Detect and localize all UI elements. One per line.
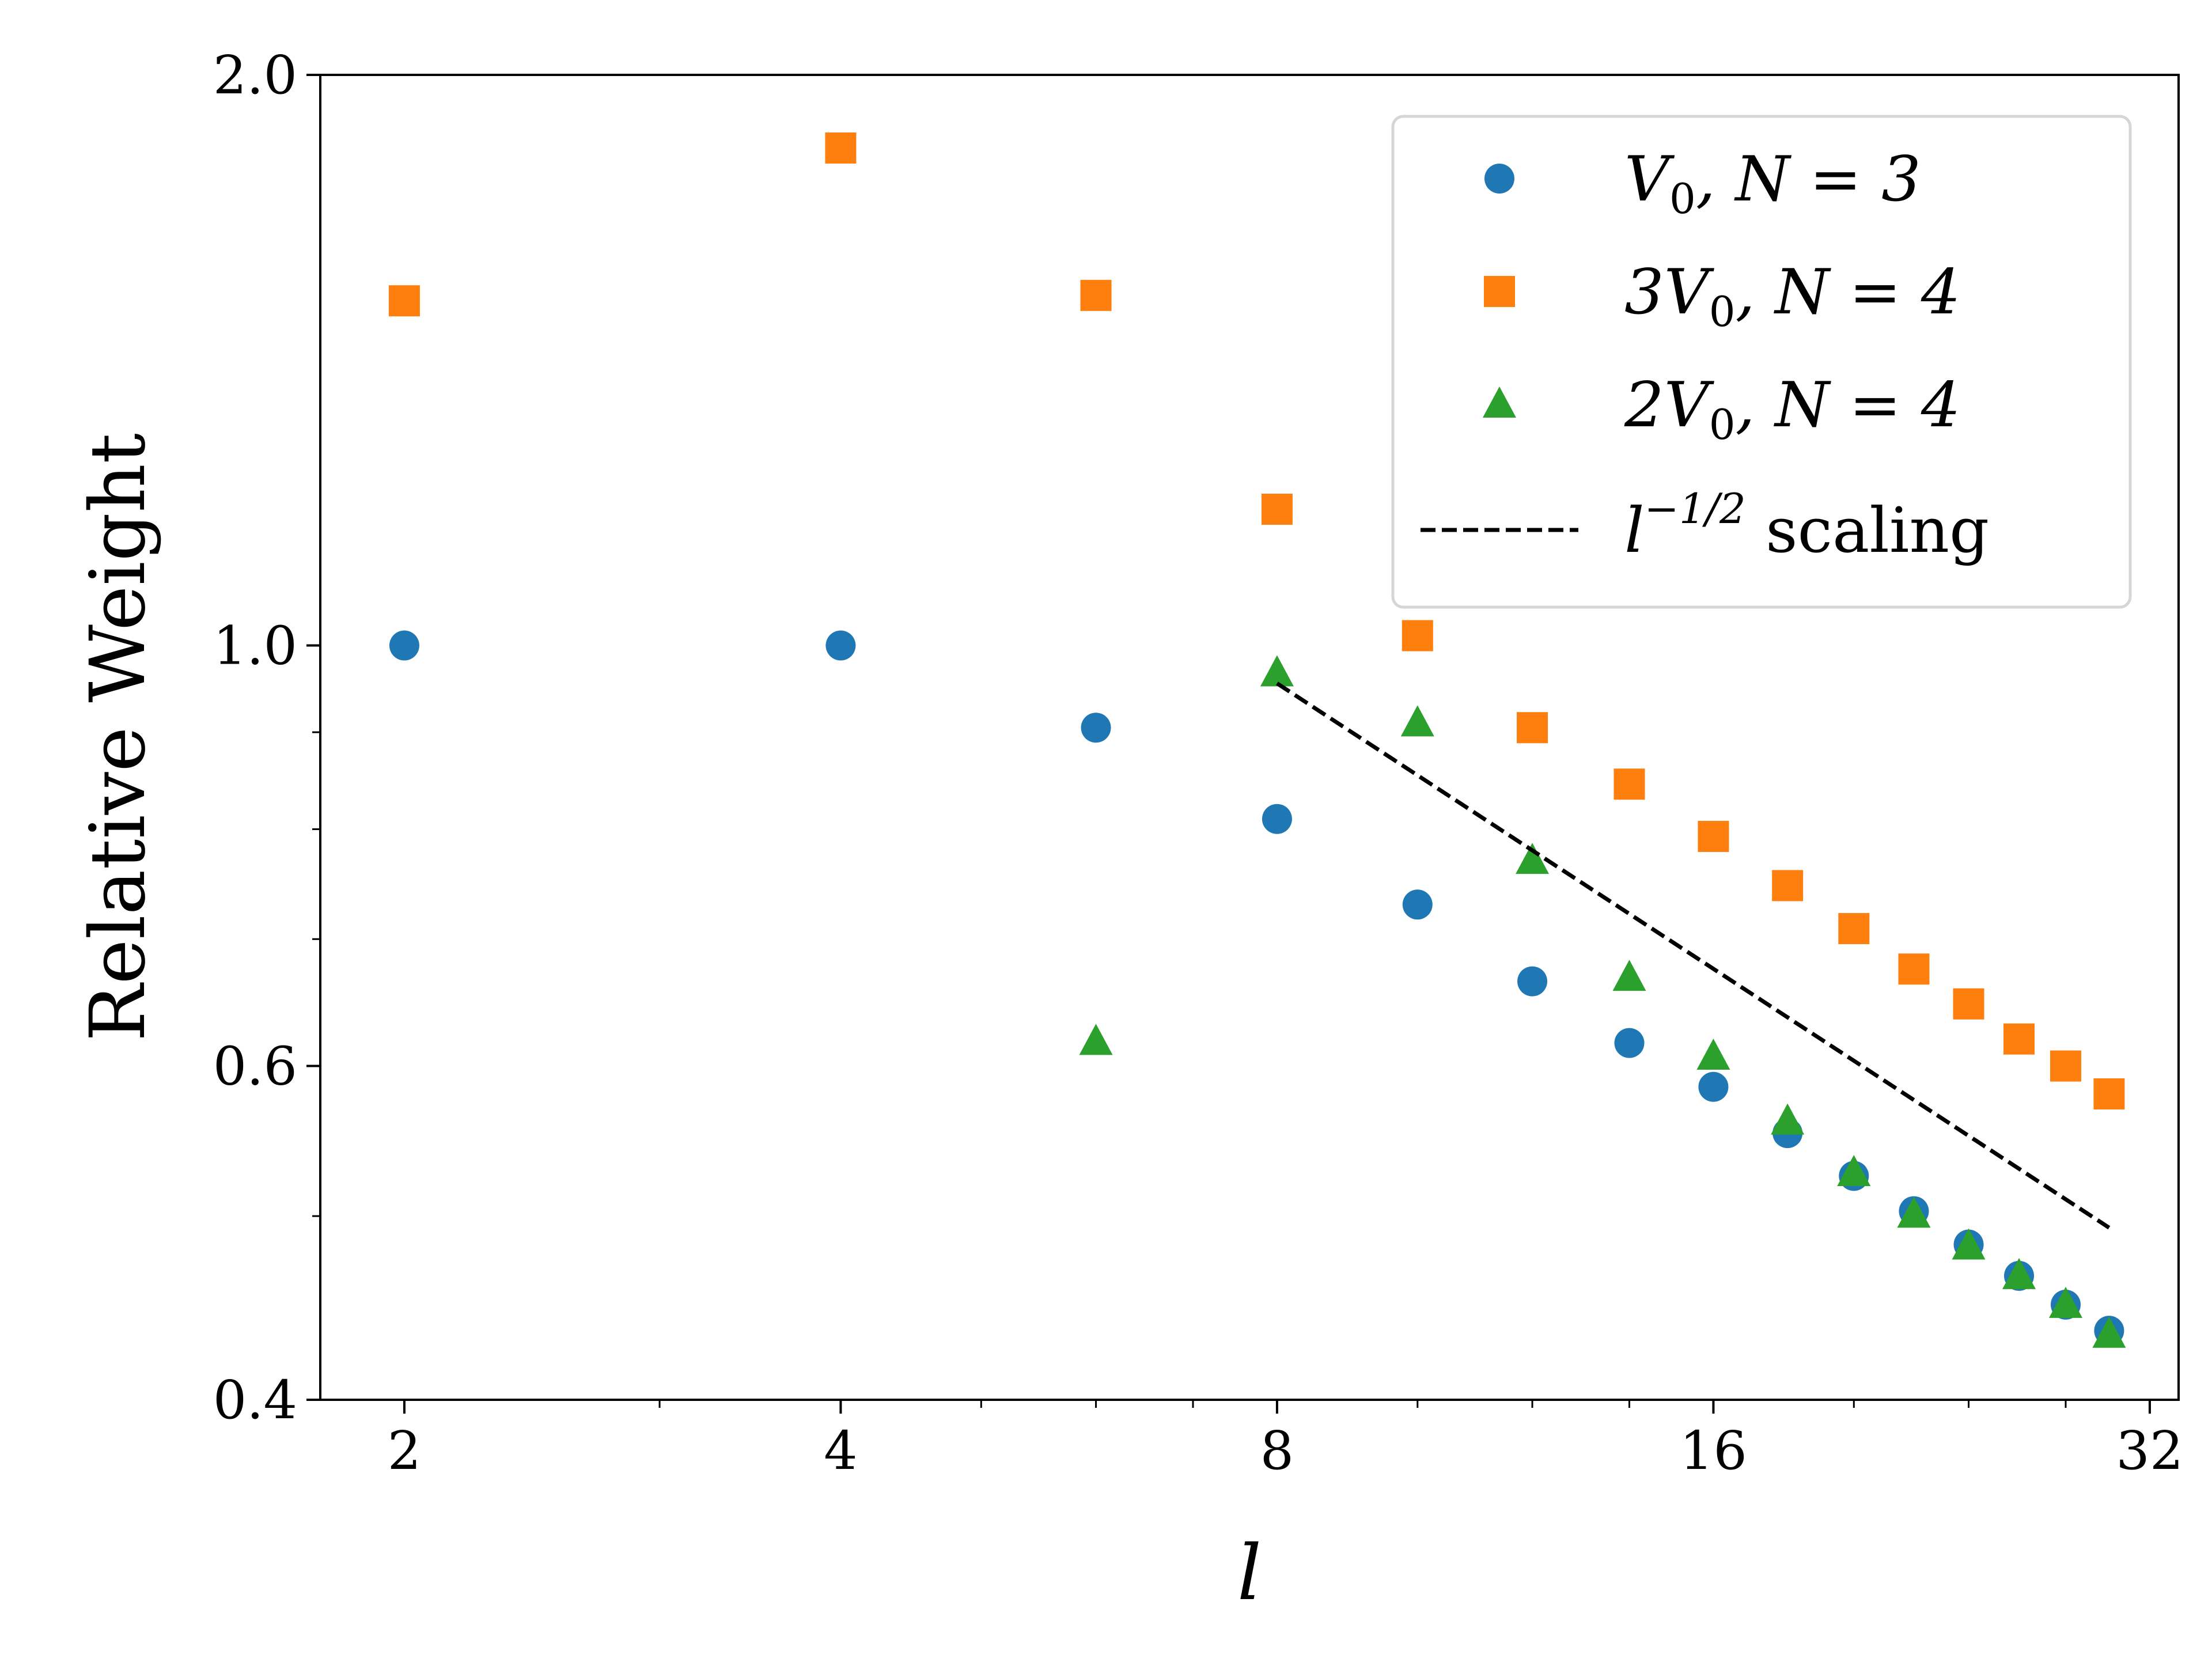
legend-label: 3V0, N = 4 — [1624, 256, 1961, 336]
legend-swatch — [1483, 387, 1516, 418]
legend-entry-2: 3V0, N = 4 — [1484, 256, 1961, 336]
data-point — [2049, 1286, 2083, 1318]
data-point — [1080, 279, 1112, 311]
data-point — [1698, 821, 1729, 853]
legend-label: V0, N = 3 — [1624, 143, 1921, 223]
x-tick-label: 2 — [388, 1420, 422, 1482]
data-point — [1402, 620, 1433, 652]
legend-entry-4: l−1/2 scaling — [1421, 484, 1989, 567]
legend-swatch — [1484, 164, 1514, 194]
data-point — [1400, 705, 1434, 737]
data-point — [1698, 1071, 1729, 1102]
data-point — [1772, 870, 1804, 902]
data-point — [1079, 1024, 1113, 1055]
data-point — [1952, 1228, 1986, 1260]
data-point — [389, 630, 419, 661]
data-point — [2002, 1257, 2036, 1289]
y-tick-label: 0.6 — [213, 1036, 297, 1097]
series-layer — [388, 132, 2126, 1348]
data-point — [825, 630, 856, 661]
x-tick-label: 4 — [824, 1420, 858, 1482]
data-point — [825, 132, 857, 164]
data-point — [1771, 1103, 1805, 1135]
x-tick-label: 16 — [1680, 1420, 1747, 1482]
data-point — [1613, 768, 1645, 800]
data-point — [1516, 843, 1550, 874]
data-point — [1696, 1038, 1730, 1070]
legend-entry-1: V0, N = 3 — [1484, 143, 1921, 223]
series-2 — [388, 132, 2125, 1110]
plot-frame — [319, 74, 2180, 1401]
legend-entry-3: 2V0, N = 4 — [1483, 369, 1961, 449]
data-point — [1838, 913, 1870, 945]
data-point — [1260, 655, 1294, 687]
data-point — [1261, 494, 1293, 525]
x-tick-label: 8 — [1260, 1420, 1294, 1482]
data-point — [1517, 966, 1548, 997]
data-point — [1614, 1028, 1645, 1058]
x-tick-label: 32 — [2116, 1420, 2183, 1482]
data-point — [1898, 953, 1930, 985]
data-point — [2092, 1316, 2126, 1348]
y-axis-label: Relative Weight — [74, 433, 162, 1041]
legend-label: l−1/2 scaling — [1624, 484, 1989, 567]
data-point — [1897, 1196, 1931, 1228]
y-tick-label: 0.4 — [213, 1369, 297, 1431]
data-point — [1837, 1154, 1871, 1186]
data-point — [388, 285, 420, 317]
data-point — [1262, 804, 1292, 834]
y-tick-label: 1.0 — [213, 615, 297, 677]
legend-box — [1391, 115, 2132, 609]
data-point — [1081, 713, 1111, 743]
data-point — [1953, 988, 1984, 1020]
legend: V0, N = 3 3V0, N = 4 2V0, N = 4 l−1/2 scali… — [1391, 115, 2132, 609]
ticks-layer: 2 4 8 16 32 0.4 0.6 1.0 2.0 — [213, 44, 2184, 1482]
scaling-line — [1276, 681, 2111, 1230]
data-point — [2003, 1023, 2035, 1055]
legend-swatch — [1484, 276, 1515, 307]
data-point — [2093, 1078, 2125, 1110]
x-axis-label: l — [1237, 1529, 1262, 1618]
series-3 — [1079, 655, 2126, 1348]
data-point — [1612, 960, 1646, 991]
data-point — [1402, 889, 1433, 920]
series-4 — [1276, 681, 2111, 1230]
data-point — [2050, 1050, 2082, 1082]
legend-label: 2V0, N = 4 — [1624, 369, 1961, 449]
y-tick-label: 2.0 — [213, 44, 297, 106]
data-point — [1517, 712, 1548, 744]
